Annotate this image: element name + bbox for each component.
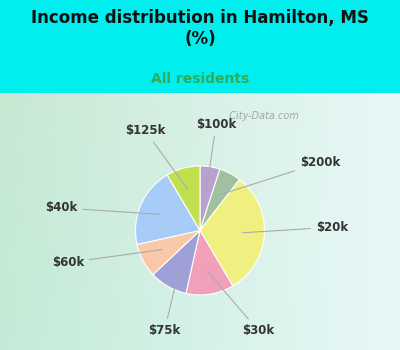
Text: City-Data.com: City-Data.com [223,111,299,121]
Text: $125k: $125k [125,124,188,190]
Text: $75k: $75k [148,268,181,337]
Wedge shape [200,169,240,230]
Text: All residents: All residents [151,72,249,86]
Text: $100k: $100k [196,118,236,188]
Wedge shape [136,175,200,245]
Wedge shape [186,230,233,295]
Wedge shape [153,230,200,293]
Wedge shape [200,180,264,286]
Wedge shape [137,230,200,275]
Text: Income distribution in Hamilton, MS
(%): Income distribution in Hamilton, MS (%) [31,9,369,48]
Text: $30k: $30k [208,272,274,337]
Text: $20k: $20k [243,221,348,234]
Wedge shape [200,166,220,230]
Wedge shape [167,166,200,230]
Text: $60k: $60k [52,250,162,269]
Text: $200k: $200k [221,156,340,194]
Text: $40k: $40k [45,201,160,215]
